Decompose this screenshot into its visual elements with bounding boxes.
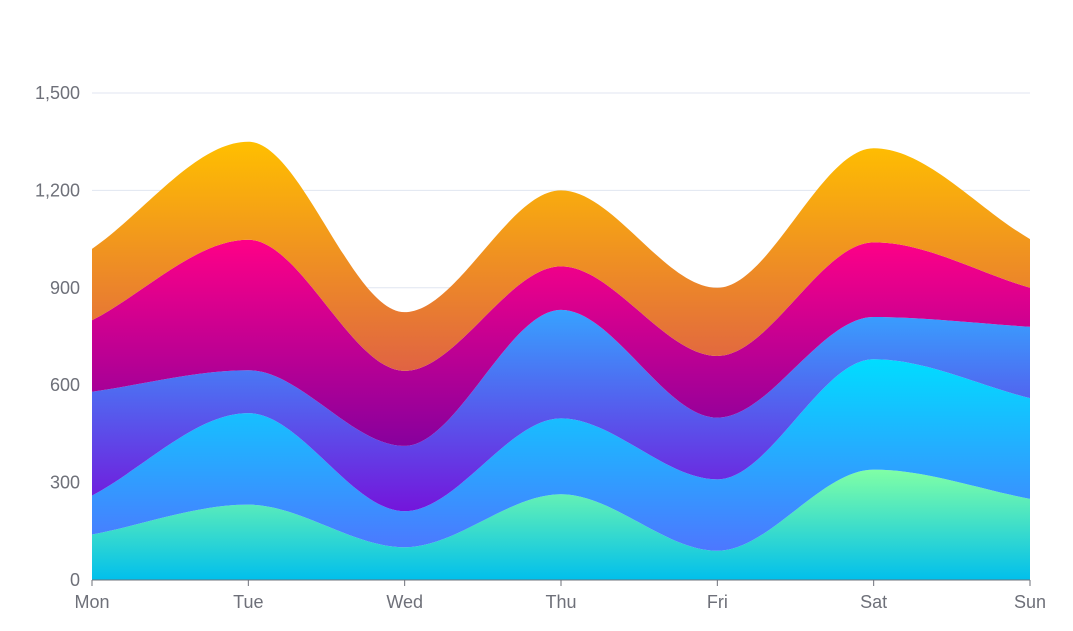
area-series-3[interactable] (92, 309, 1030, 512)
area-series (92, 141, 1030, 580)
x-tick-label: Sun (1014, 592, 1046, 612)
y-tick-label: 1,200 (35, 180, 80, 200)
area-series-5[interactable] (92, 141, 1030, 371)
x-tick-label: Thu (545, 592, 576, 612)
y-tick-label: 600 (50, 375, 80, 395)
x-tick-label: Fri (707, 592, 728, 612)
x-axis-tick-labels: Mon Tue Wed Thu Fri Sat Sun (74, 592, 1046, 612)
area-series-1[interactable] (92, 469, 1030, 580)
y-axis-tick-labels: 0 300 600 900 1,200 1,500 (35, 83, 80, 590)
axes (91, 579, 1031, 586)
y-tick-label: 300 (50, 473, 80, 493)
y-tick-label: 1,500 (35, 83, 80, 103)
x-tick-label: Tue (233, 592, 263, 612)
x-tick-label: Sat (860, 592, 887, 612)
area-series-4[interactable] (92, 239, 1030, 446)
y-tick-label: 0 (70, 570, 80, 590)
x-tick-label: Mon (74, 592, 109, 612)
x-tick-label: Wed (386, 592, 423, 612)
area-series-2[interactable] (92, 359, 1030, 551)
y-tick-label: 900 (50, 278, 80, 298)
